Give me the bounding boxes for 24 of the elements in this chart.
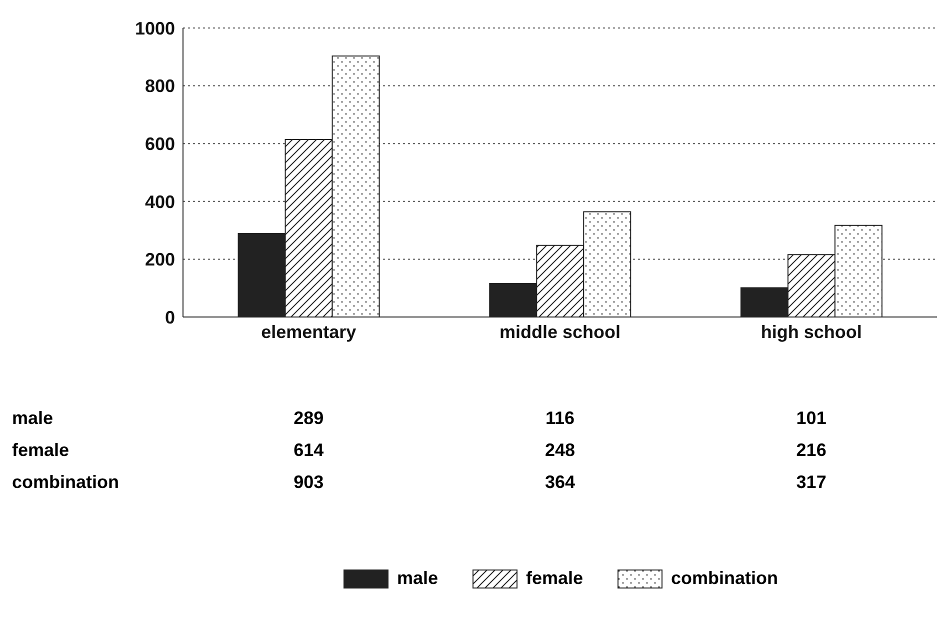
legend-label: combination — [671, 568, 778, 589]
y-tick-label: 800 — [144, 76, 175, 96]
x-tick-label: middle school — [499, 322, 621, 342]
data-label: 289 — [292, 408, 325, 429]
data-label: 116 — [544, 408, 576, 429]
data-label: 101 — [795, 408, 828, 429]
text: combination — [12, 472, 119, 492]
data-label: 317 — [795, 472, 828, 493]
data-label: 248 — [544, 440, 576, 461]
text: female — [12, 440, 70, 460]
data-label: 216 — [795, 440, 828, 461]
legend-label: male — [396, 568, 438, 589]
y-tick-label: 1000 — [134, 18, 175, 38]
text: male — [12, 408, 54, 428]
y-tick-label: 0 — [164, 307, 175, 328]
y-tick-label: 400 — [144, 192, 175, 212]
legend-label: female — [526, 568, 584, 589]
x-tick-label: elementary — [261, 322, 356, 342]
y-tick-label: 600 — [144, 134, 175, 154]
y-tick-label: 200 — [144, 250, 175, 270]
data-label: 614 — [292, 440, 325, 461]
data-label: 364 — [544, 472, 576, 493]
x-tick-label: high school — [760, 322, 862, 342]
data-label: 903 — [292, 472, 325, 493]
